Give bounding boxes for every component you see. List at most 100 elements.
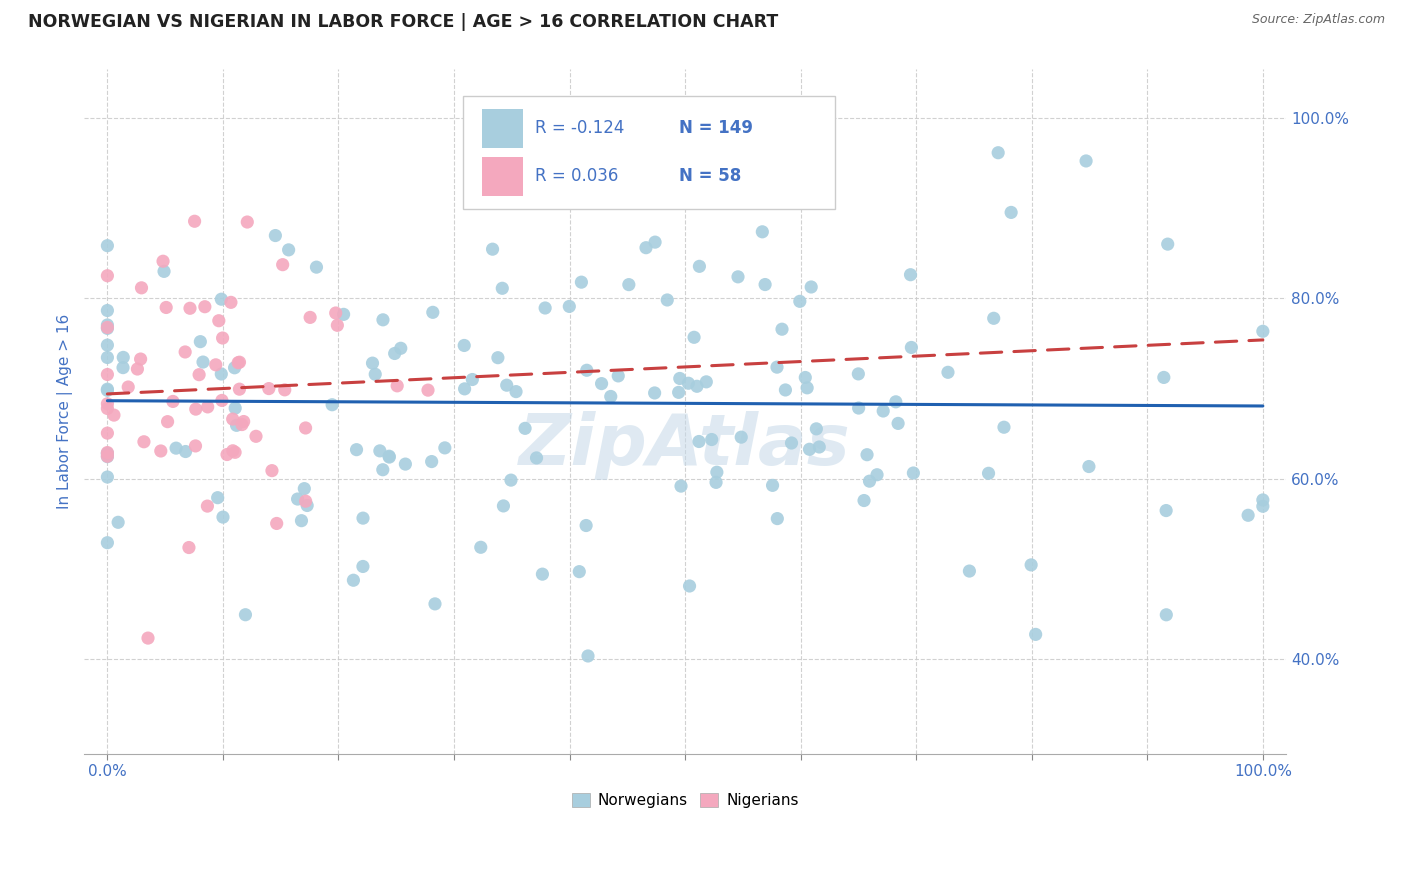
- Point: [219, 295, 242, 310]
- Point: [730, 430, 752, 444]
- Point: [464, 180, 486, 194]
- Point: [149, 444, 172, 458]
- Point: [96, 318, 118, 332]
- Point: [129, 352, 152, 367]
- Point: [866, 467, 889, 482]
- Point: [571, 275, 593, 289]
- Point: [761, 478, 783, 492]
- Point: [800, 280, 823, 294]
- Point: [131, 281, 153, 295]
- Point: [846, 367, 869, 381]
- Point: [371, 463, 394, 477]
- Point: [668, 385, 690, 400]
- Point: [224, 360, 246, 375]
- Text: R = -0.124: R = -0.124: [534, 120, 624, 137]
- Point: [294, 421, 316, 435]
- Point: [787, 169, 810, 184]
- Point: [884, 394, 907, 409]
- Point: [461, 372, 484, 386]
- Point: [848, 401, 870, 415]
- Point: [644, 235, 666, 249]
- Point: [228, 355, 250, 369]
- Point: [499, 473, 522, 487]
- Point: [1074, 153, 1097, 168]
- Point: [346, 442, 368, 457]
- Point: [112, 360, 135, 375]
- Point: [305, 260, 328, 274]
- Point: [806, 422, 828, 436]
- Point: [368, 443, 391, 458]
- Point: [96, 368, 118, 382]
- Point: [634, 241, 657, 255]
- Point: [683, 330, 706, 344]
- Point: [796, 381, 818, 395]
- Point: [232, 415, 254, 429]
- Point: [112, 351, 135, 365]
- Point: [1154, 503, 1177, 517]
- Point: [575, 363, 598, 377]
- Point: [271, 258, 294, 272]
- Point: [212, 510, 235, 524]
- Point: [657, 293, 679, 307]
- Point: [225, 418, 247, 433]
- Point: [287, 491, 309, 506]
- Point: [423, 597, 446, 611]
- Point: [558, 300, 581, 314]
- Point: [215, 448, 238, 462]
- Point: [96, 450, 118, 464]
- Point: [179, 301, 201, 316]
- Point: [531, 567, 554, 582]
- Point: [900, 341, 922, 355]
- Point: [153, 264, 176, 278]
- Point: [96, 382, 118, 396]
- Point: [222, 412, 245, 426]
- Point: [754, 277, 776, 292]
- Point: [136, 631, 159, 645]
- Point: [96, 303, 118, 318]
- Point: [209, 367, 232, 381]
- Point: [780, 436, 803, 450]
- Point: [107, 516, 129, 530]
- Legend: Norwegians, Nigerians: Norwegians, Nigerians: [565, 787, 804, 814]
- Point: [872, 404, 894, 418]
- Point: [156, 415, 179, 429]
- Point: [1237, 508, 1260, 523]
- Point: [96, 447, 118, 461]
- Point: [492, 499, 515, 513]
- Point: [1153, 370, 1175, 384]
- Point: [993, 420, 1015, 434]
- Point: [568, 565, 591, 579]
- Point: [987, 145, 1010, 160]
- Point: [453, 338, 475, 352]
- Point: [526, 195, 548, 210]
- Point: [222, 443, 245, 458]
- Point: [274, 383, 297, 397]
- Point: [209, 292, 232, 306]
- Point: [617, 277, 640, 292]
- Point: [433, 441, 456, 455]
- Point: [103, 408, 125, 422]
- Point: [236, 215, 259, 229]
- Point: [96, 321, 118, 335]
- Point: [371, 313, 394, 327]
- Point: [174, 444, 197, 458]
- Text: N = 58: N = 58: [679, 168, 741, 186]
- Point: [245, 429, 267, 443]
- Text: Source: ZipAtlas.com: Source: ZipAtlas.com: [1251, 13, 1385, 27]
- Point: [235, 607, 257, 622]
- Point: [260, 464, 283, 478]
- Point: [420, 454, 443, 468]
- Point: [96, 320, 118, 334]
- Point: [706, 465, 728, 479]
- Point: [751, 225, 773, 239]
- Point: [957, 564, 980, 578]
- Point: [669, 479, 692, 493]
- Point: [678, 376, 700, 391]
- Point: [257, 382, 280, 396]
- Point: [794, 370, 817, 384]
- Point: [470, 541, 492, 555]
- Point: [96, 426, 118, 441]
- Point: [204, 358, 226, 372]
- Point: [292, 482, 315, 496]
- Text: N = 149: N = 149: [679, 120, 754, 137]
